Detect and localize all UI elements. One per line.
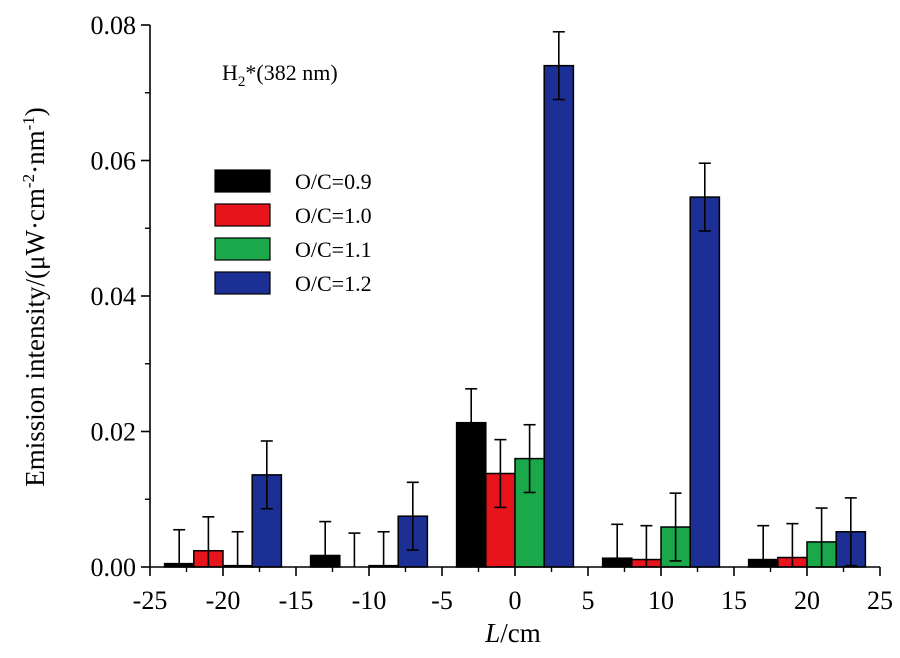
bars-layer — [163, 30, 867, 568]
legend: O/C=0.9 O/C=1.0 O/C=1.1 O/C=1.2 — [214, 169, 372, 296]
legend-entry: O/C=1.2 — [214, 271, 372, 296]
error-bar-o-c-1-1-4 — [815, 507, 828, 567]
error-bar-o-c-1-2-2 — [552, 30, 565, 101]
error-bar-o-c-0-9-2 — [465, 388, 478, 458]
error-bar-o-c-1-2-0 — [260, 440, 273, 510]
error-bar-o-c-0-9-1 — [319, 520, 332, 567]
x-tick-label: -10 — [352, 586, 387, 615]
annotation-label: H2*(382 nm) — [222, 60, 338, 90]
error-bar-o-c-1-2-1 — [406, 481, 419, 551]
legend-entry: O/C=1.0 — [214, 203, 372, 228]
bar-o-c-1-2-2 — [543, 64, 575, 568]
axes-layer: -25 -20 -15 -10 -5 0 5 10 15 20 25 0.00 0.02 0.04 0.06… — [91, 11, 894, 615]
legend-label: O/C=0.9 — [295, 169, 372, 194]
error-bar-o-c-1-0-3 — [640, 524, 653, 567]
error-bar-o-c-1-1-2 — [523, 423, 536, 494]
y-tick-label: 0.00 — [91, 553, 137, 582]
legend-swatch — [214, 237, 271, 261]
x-tick-label: 15 — [721, 586, 747, 615]
error-bar-o-c-0-9-3 — [611, 523, 624, 567]
legend-swatch — [214, 169, 271, 193]
legend-label: O/C=1.2 — [295, 271, 372, 296]
x-tick-label: 10 — [648, 586, 674, 615]
error-bar-o-c-0-9-4 — [757, 524, 770, 567]
error-bar-o-c-1-2-4 — [844, 497, 857, 567]
x-tick-label: -15 — [279, 586, 314, 615]
error-bar-o-c-1-1-0 — [231, 530, 244, 567]
error-bar-o-c-1-1-3 — [669, 492, 682, 562]
y-tick-label: 0.04 — [91, 282, 137, 311]
error-bar-o-c-1-0-0 — [202, 516, 215, 567]
error-bar-o-c-1-0-1 — [348, 532, 361, 567]
x-tick-label: 25 — [867, 586, 893, 615]
x-tick-label: 5 — [582, 586, 595, 615]
y-tick-label: 0.02 — [91, 418, 137, 447]
error-bar-o-c-0-9-0 — [173, 528, 186, 567]
x-tick-label: -5 — [431, 586, 453, 615]
x-tick-label: 0 — [509, 586, 522, 615]
legend-label: O/C=1.0 — [295, 203, 372, 228]
x-axis-title: L/cm — [484, 618, 541, 648]
x-tick-label: 20 — [794, 586, 820, 615]
x-tick-label: -25 — [133, 586, 168, 615]
x-tick-label: -20 — [206, 586, 241, 615]
legend-label: O/C=1.1 — [295, 237, 372, 262]
error-bar-o-c-1-0-4 — [786, 522, 799, 567]
legend-swatch — [214, 203, 271, 227]
error-bar-o-c-1-1-1 — [377, 530, 390, 567]
legend-entry: O/C=1.1 — [214, 237, 372, 262]
error-bar-o-c-1-2-3 — [698, 162, 711, 232]
y-tick-label: 0.08 — [91, 11, 137, 40]
error-bar-o-c-1-0-2 — [494, 438, 507, 509]
y-tick-label: 0.06 — [91, 147, 137, 176]
legend-swatch — [214, 271, 271, 295]
bar-o-c-1-2-3 — [689, 196, 721, 568]
legend-entry: O/C=0.9 — [214, 169, 372, 194]
y-axis-title: Emission intensity/(μW·cm-2·nm-1) — [19, 107, 50, 487]
